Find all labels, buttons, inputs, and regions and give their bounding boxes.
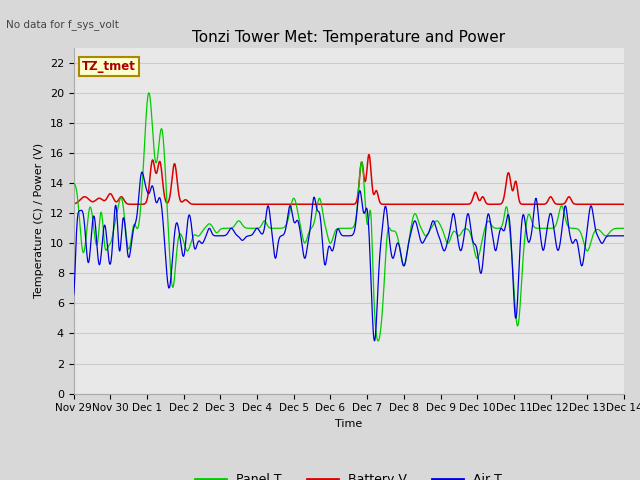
Y-axis label: Temperature (C) / Power (V): Temperature (C) / Power (V) xyxy=(34,143,44,299)
Air T xyxy=(70,292,77,298)
Battery V xyxy=(113,199,120,204)
Battery V xyxy=(620,202,628,207)
Legend: Panel T, Battery V, Air T: Panel T, Battery V, Air T xyxy=(190,468,508,480)
Panel T xyxy=(70,181,77,187)
Battery V xyxy=(203,202,211,207)
Air T xyxy=(303,243,311,249)
Panel T xyxy=(303,234,311,240)
Air T xyxy=(113,204,120,210)
Line: Air T: Air T xyxy=(74,172,624,341)
Line: Panel T: Panel T xyxy=(74,93,624,341)
Air T xyxy=(371,338,378,344)
Battery V xyxy=(135,202,143,207)
Battery V xyxy=(70,201,77,207)
Panel T xyxy=(620,226,628,231)
Text: TZ_tmet: TZ_tmet xyxy=(82,60,136,73)
Battery V xyxy=(315,202,323,207)
Title: Tonzi Tower Met: Temperature and Power: Tonzi Tower Met: Temperature and Power xyxy=(192,30,506,46)
X-axis label: Time: Time xyxy=(335,419,362,429)
Air T xyxy=(325,244,333,250)
Panel T xyxy=(384,229,392,235)
Battery V xyxy=(384,202,392,207)
Air T xyxy=(138,169,146,175)
Air T xyxy=(315,209,323,215)
Panel T xyxy=(145,90,153,96)
Air T xyxy=(135,195,143,201)
Air T xyxy=(384,216,392,222)
Line: Battery V: Battery V xyxy=(74,155,624,204)
Text: No data for f_sys_volt: No data for f_sys_volt xyxy=(6,19,119,30)
Panel T xyxy=(315,196,323,202)
Battery V xyxy=(325,202,333,207)
Panel T xyxy=(113,214,120,219)
Panel T xyxy=(135,222,143,228)
Battery V xyxy=(365,152,372,157)
Battery V xyxy=(303,202,311,207)
Air T xyxy=(620,233,628,239)
Panel T xyxy=(374,338,382,344)
Panel T xyxy=(325,238,333,243)
